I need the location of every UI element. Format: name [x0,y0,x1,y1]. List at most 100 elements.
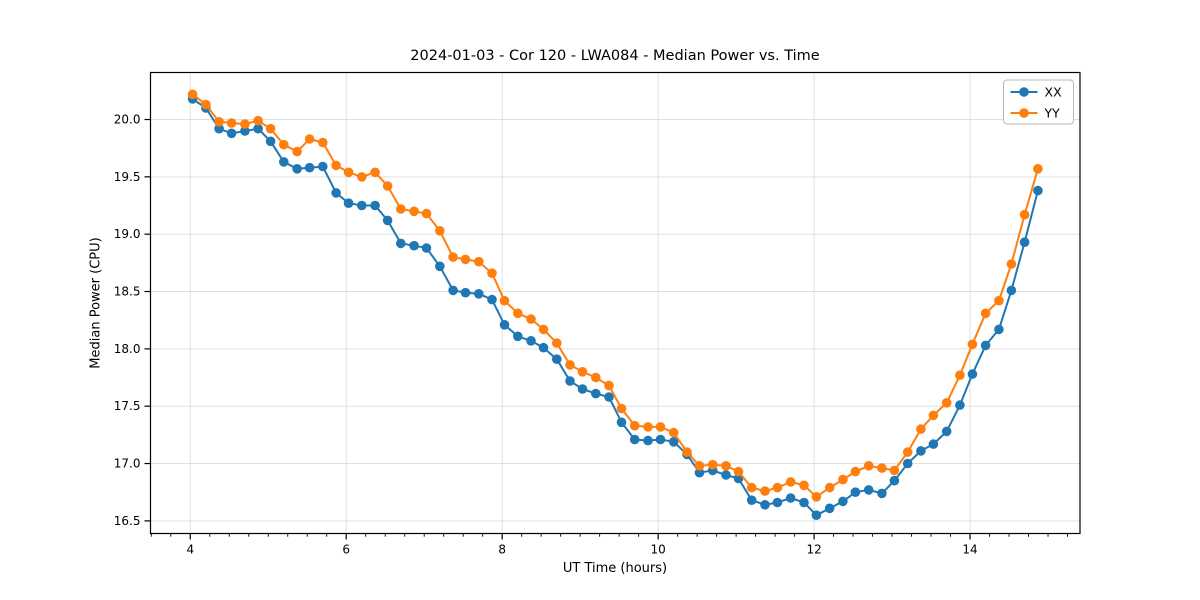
data-point-YY [538,324,549,335]
legend-marker [1019,87,1029,97]
data-point-XX [226,128,237,139]
data-point-YY [850,466,861,477]
data-point-YY [928,410,939,421]
data-point-XX [577,384,588,394]
data-point-YY [785,477,796,487]
data-point-YY [1006,259,1017,269]
data-point-YY [1033,164,1043,174]
data-point-YY [1019,209,1030,220]
data-point-XX [279,157,289,167]
data-point-YY [980,308,991,319]
data-point-XX [409,240,419,251]
y-tick-label: 18.0 [114,342,141,356]
data-point-XX [928,439,939,449]
data-point-YY [279,139,289,150]
data-point-YY [513,308,523,319]
data-point-XX [487,294,497,305]
x-tick-label: 12 [806,543,821,557]
data-point-YY [460,254,471,265]
data-point-XX [668,437,679,447]
legend-label: YY [1044,106,1061,121]
data-point-XX [916,446,926,456]
data-point-XX [460,287,471,298]
data-point-YY [811,492,822,502]
x-axis-label: UT Time (hours) [562,561,668,576]
data-point-YY [629,420,640,431]
data-point-XX [253,123,263,134]
data-point-YY [357,172,367,182]
data-point-XX [538,342,549,353]
data-point-XX [811,510,822,520]
data-point-XX [850,487,861,498]
data-point-XX [396,238,406,249]
data-point-YY [396,204,406,214]
x-tick-label: 14 [962,543,977,557]
data-point-XX [304,162,315,173]
data-point-YY [474,256,484,267]
data-point-YY [889,465,900,476]
data-point-XX [838,496,848,507]
data-point-YY [760,486,770,496]
data-point-YY [240,119,250,129]
data-point-YY [707,459,718,470]
data-point-YY [577,367,588,377]
x-tick-label: 6 [342,543,350,557]
data-point-YY [214,117,224,127]
data-point-XX [980,340,991,351]
data-point-XX [448,285,458,296]
data-point-XX [967,369,978,379]
y-axis-label: Median Power (CPU) [88,237,104,369]
data-point-YY [916,424,926,434]
data-point-YY [201,99,211,110]
data-point-YY [967,339,978,350]
data-point-YY [902,447,913,457]
data-point-YY [955,370,965,381]
data-point-YY [838,474,848,485]
data-point-XX [941,426,952,437]
data-point-YY [421,208,432,219]
legend-box [1003,79,1074,125]
y-tick-label: 17.0 [114,457,141,471]
data-point-XX [214,123,224,134]
data-point-XX [721,470,731,480]
data-point-XX [474,289,484,299]
data-point-YY [565,360,575,370]
data-point-YY [226,118,237,128]
data-point-XX [616,417,627,428]
data-point-XX [604,392,614,402]
data-point-XX [1006,285,1017,296]
data-point-XX [265,136,276,147]
data-point-YY [331,160,341,171]
data-point-XX [357,200,367,211]
data-point-XX [746,495,757,506]
chart-title: 2024-01-03 - Cor 120 - LWA084 - Median P… [410,48,820,64]
data-point-XX [1019,237,1030,247]
data-point-YY [799,480,809,491]
data-point-XX [435,261,445,272]
x-tick-label: 4 [186,543,194,557]
y-tick-label: 17.5 [114,399,141,413]
data-point-XX [877,488,887,499]
data-point-YY [824,482,835,493]
data-point-YY [721,461,731,471]
y-tick-label: 18.5 [114,285,141,299]
data-point-XX [240,126,250,136]
series-line-YY [191,93,1039,498]
data-point-XX [331,188,341,198]
data-point-XX [694,467,705,478]
data-point-YY [187,89,198,100]
data-point-YY [643,422,653,432]
legend-label: XX [1045,85,1063,100]
y-tick-label: 20.0 [114,113,141,127]
data-point-YY [746,482,757,493]
data-point-YY [526,314,536,324]
data-point-XX [292,164,302,174]
data-point-YY [304,134,315,144]
data-point-YY [604,380,614,391]
data-point-YY [265,123,276,134]
data-point-XX [643,435,653,446]
data-point-YY [343,167,354,178]
data-point-YY [733,466,744,477]
data-point-XX [629,434,640,445]
